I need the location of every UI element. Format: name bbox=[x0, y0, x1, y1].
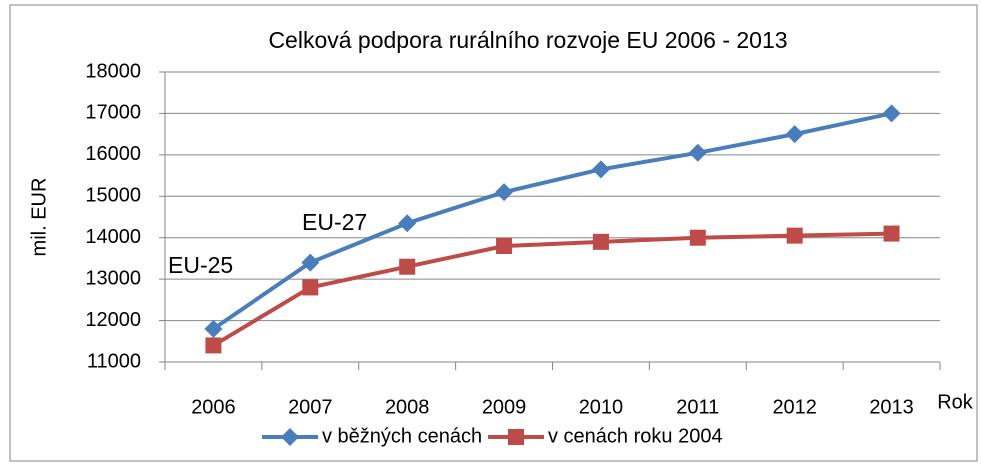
series-line bbox=[212, 111, 892, 331]
marker bbox=[591, 160, 610, 179]
y-tick-label: 17000 bbox=[85, 102, 141, 124]
y-axis-label: mil. EUR bbox=[28, 178, 50, 257]
legend-marker bbox=[508, 429, 524, 445]
marker bbox=[301, 253, 320, 272]
marker bbox=[495, 183, 514, 202]
legend-label: v běžných cenách bbox=[322, 425, 482, 447]
legend-label: v cenách roku 2004 bbox=[548, 425, 723, 447]
annotation: EU-25 bbox=[168, 252, 233, 278]
y-tick-label: 11000 bbox=[87, 350, 141, 372]
marker bbox=[882, 104, 901, 123]
marker bbox=[399, 258, 416, 275]
legend-marker bbox=[281, 428, 299, 446]
marker bbox=[398, 214, 417, 233]
x-tick-label: 2006 bbox=[191, 396, 236, 418]
series-line bbox=[212, 231, 892, 348]
marker bbox=[496, 238, 513, 254]
x-tick-label: 2007 bbox=[288, 396, 333, 418]
chart-frame bbox=[9, 4, 978, 462]
chart-title: Celková podpora rurálního rozvoje EU 200… bbox=[268, 27, 787, 53]
x-tick-label: 2011 bbox=[676, 396, 719, 418]
y-tick-label: 16000 bbox=[85, 143, 141, 165]
x-tick-label: 2012 bbox=[772, 396, 817, 418]
marker bbox=[205, 337, 222, 354]
x-axis-label: Rok bbox=[937, 391, 974, 413]
x-tick-label: 2010 bbox=[579, 396, 624, 418]
marker bbox=[689, 229, 706, 246]
marker bbox=[204, 319, 223, 338]
x-tick-label: 2009 bbox=[482, 396, 527, 418]
marker bbox=[688, 143, 707, 162]
marker bbox=[786, 227, 803, 244]
y-tick-label: 15000 bbox=[85, 185, 141, 207]
y-tick-label: 13000 bbox=[85, 267, 141, 289]
x-tick-label: 2008 bbox=[385, 396, 430, 418]
y-tick-label: 12000 bbox=[85, 309, 141, 331]
marker bbox=[592, 233, 609, 250]
y-tick-label: 14000 bbox=[85, 226, 141, 248]
marker bbox=[785, 125, 804, 144]
x-tick-label: 2013 bbox=[869, 396, 914, 418]
annotation: EU-27 bbox=[302, 209, 367, 235]
marker bbox=[302, 279, 319, 296]
marker bbox=[883, 225, 900, 242]
y-tick-label: 18000 bbox=[85, 60, 141, 82]
